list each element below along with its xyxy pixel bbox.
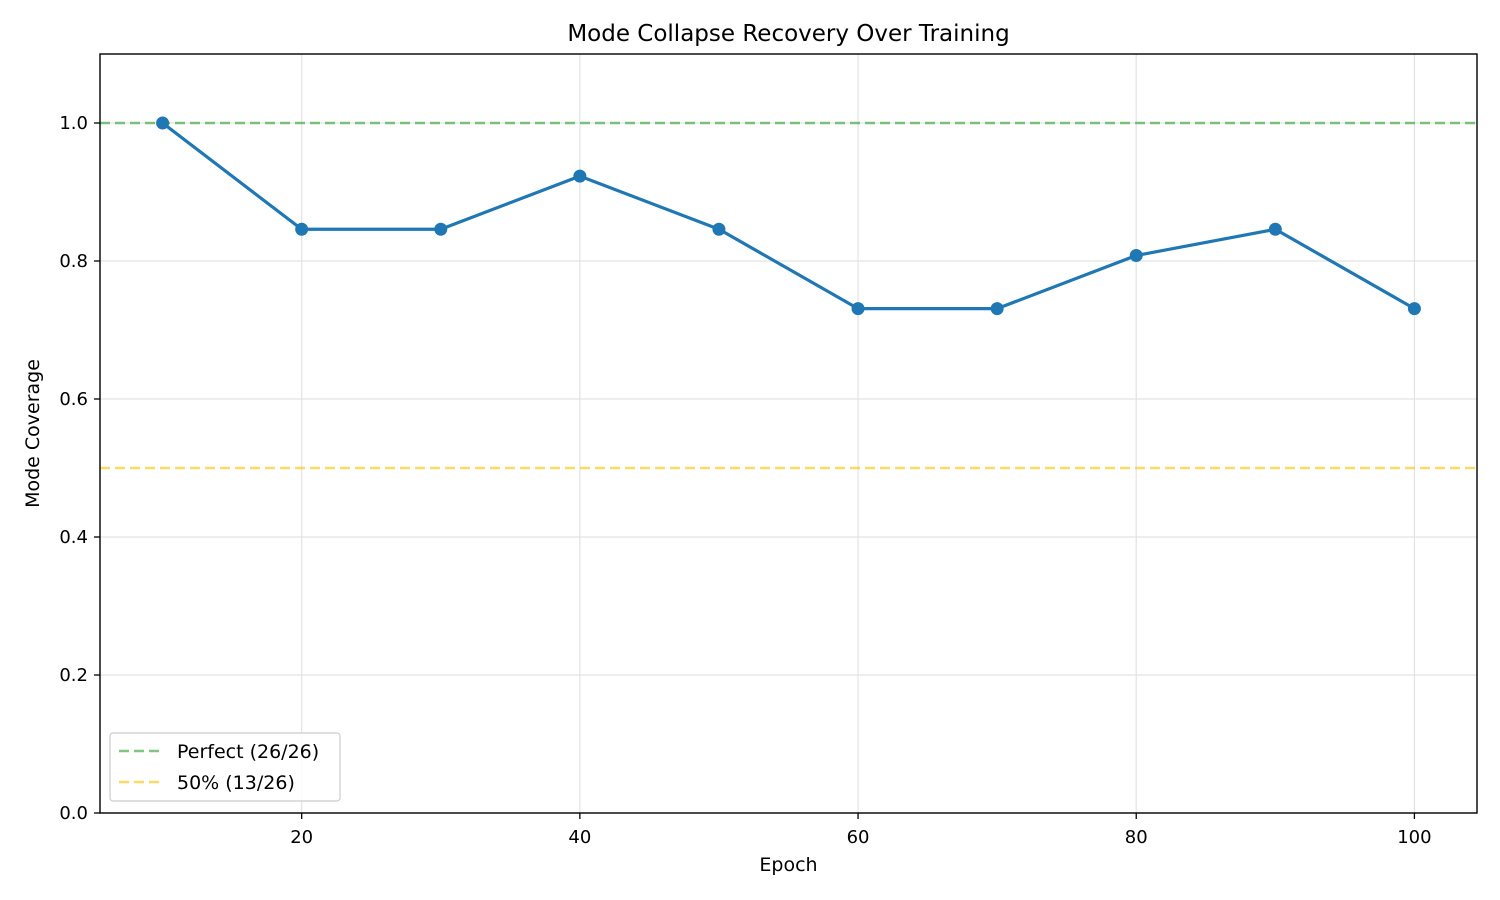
data-point (1268, 222, 1282, 236)
x-tick-label: 20 (290, 827, 313, 848)
legend-label: 50% (13/26) (177, 772, 295, 794)
x-axis-label: Epoch (759, 854, 817, 876)
x-tick-label: 100 (1397, 827, 1431, 848)
y-tick-label: 0.6 (59, 389, 88, 410)
x-tick-label: 40 (568, 827, 591, 848)
data-point (434, 222, 448, 236)
x-tick-label: 60 (847, 827, 870, 848)
y-tick-label: 0.2 (59, 665, 88, 686)
data-point (1129, 248, 1143, 262)
data-point (156, 116, 170, 130)
ticks: 20 40 60 80 100 0.0 0.2 0.4 0.6 0.8 1.0 (59, 113, 1431, 848)
legend: Perfect (26/26) 50% (13/26) (109, 732, 341, 802)
plot-frame (99, 53, 1478, 814)
y-tick-label: 0.8 (59, 251, 88, 272)
data-point (990, 302, 1004, 316)
y-tick-label: 1.0 (59, 113, 88, 134)
series-line (161, 121, 1416, 311)
data-point (712, 222, 726, 236)
legend-label: Perfect (26/26) (177, 741, 319, 763)
reference-lines (100, 121, 1477, 470)
x-tick-label: 80 (1125, 827, 1148, 848)
y-axis-label: Mode Coverage (22, 359, 44, 508)
y-tick-label: 0.4 (59, 527, 88, 548)
series-layer (156, 116, 1421, 316)
data-point (573, 169, 587, 183)
data-point (1407, 302, 1421, 316)
legend-box (109, 732, 341, 802)
data-point (851, 302, 865, 316)
data-point (295, 222, 309, 236)
chart-title: Mode Collapse Recovery Over Training (567, 21, 1009, 47)
y-tick-label: 0.0 (59, 803, 88, 824)
